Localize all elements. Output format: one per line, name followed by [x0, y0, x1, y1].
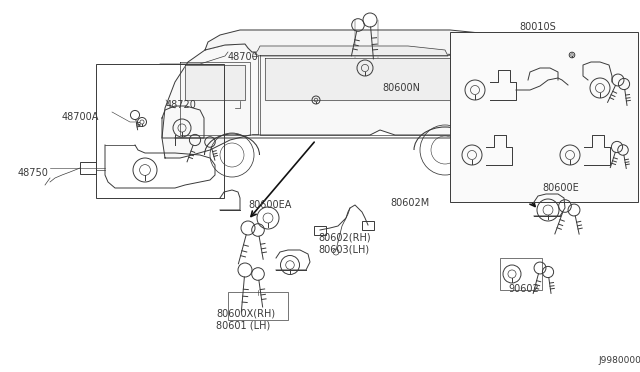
Bar — [96, 64, 224, 198]
Text: 80010S: 80010S — [519, 22, 556, 32]
Text: 48700: 48700 — [228, 52, 259, 62]
Bar — [362, 221, 374, 230]
Text: 48750: 48750 — [18, 168, 49, 178]
Text: J9980000: J9980000 — [598, 356, 640, 365]
Text: 80602(RH): 80602(RH) — [318, 232, 371, 242]
Polygon shape — [265, 58, 520, 100]
Bar — [450, 32, 638, 202]
Text: 80600X(RH): 80600X(RH) — [216, 308, 275, 318]
Bar — [80, 162, 96, 174]
Text: 80602M: 80602M — [390, 198, 429, 208]
Bar — [314, 225, 326, 234]
Polygon shape — [205, 30, 495, 55]
Text: 80601 (LH): 80601 (LH) — [216, 320, 270, 330]
Text: 48700A: 48700A — [62, 112, 99, 122]
Text: 80600E: 80600E — [542, 183, 579, 193]
Text: 80603(LH): 80603(LH) — [318, 244, 369, 254]
Text: 90602: 90602 — [508, 284, 539, 294]
Bar — [228, 292, 288, 320]
Polygon shape — [185, 65, 245, 100]
Text: 48720: 48720 — [166, 100, 197, 110]
Text: 80600EA: 80600EA — [248, 200, 291, 210]
Polygon shape — [162, 44, 540, 158]
Text: 80600N: 80600N — [382, 83, 420, 93]
Bar — [500, 258, 542, 290]
Polygon shape — [255, 46, 448, 56]
